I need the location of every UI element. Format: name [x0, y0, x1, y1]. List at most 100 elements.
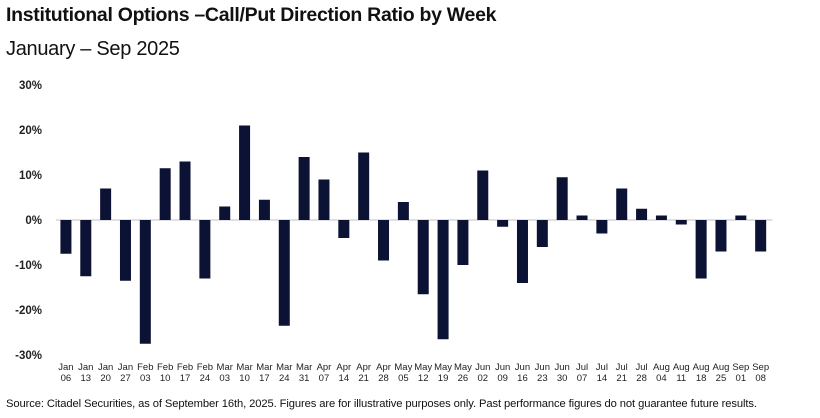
bar: [735, 215, 747, 220]
x-tick-label-month: Jan: [58, 362, 73, 373]
bar: [675, 220, 687, 225]
bar: [616, 188, 628, 220]
x-tick-label-month: Jun: [475, 362, 490, 373]
x-tick-label-day: 03: [219, 373, 230, 384]
x-tick-label-month: May: [394, 362, 412, 373]
bar: [695, 220, 707, 279]
bar: [378, 220, 390, 261]
x-tick-label-month: May: [434, 362, 452, 373]
x-tick-label-day: 24: [200, 373, 211, 384]
x-tick-label-day: 06: [61, 373, 72, 384]
x-tick-label-day: 11: [676, 373, 686, 384]
bar: [596, 220, 608, 234]
x-tick-label-month: Apr: [376, 362, 391, 373]
bar: [159, 168, 171, 220]
x-tick-label-day: 21: [616, 373, 627, 384]
x-tick-label-month: Feb: [157, 362, 173, 373]
x-tick-label-month: Jul: [616, 362, 628, 373]
y-tick-label: 10%: [19, 170, 42, 182]
x-tick-label-day: 14: [597, 373, 608, 384]
x-tick-label-month: Aug: [693, 362, 710, 373]
x-tick-label-day: 03: [140, 373, 151, 384]
bar: [715, 220, 727, 252]
x-tick-label-month: Feb: [197, 362, 213, 373]
x-tick-label-month: Jun: [515, 362, 530, 373]
bar: [139, 220, 151, 344]
x-tick-label-day: 31: [299, 373, 310, 384]
bar: [298, 157, 310, 220]
bar: [199, 220, 211, 279]
x-tick-label-month: Jan: [78, 362, 93, 373]
x-tick-label-day: 10: [160, 373, 171, 384]
x-tick-label-month: Jun: [535, 362, 550, 373]
x-tick-label-month: Jul: [635, 362, 647, 373]
y-tick-label: -10%: [15, 260, 42, 272]
x-tick-label-month: May: [414, 362, 432, 373]
bar: [516, 220, 528, 283]
x-tick-label-day: 04: [656, 373, 667, 384]
bar-chart: -30%-20%-10%0%10%20%30%Jan06Jan13Jan20Ja…: [15, 80, 773, 384]
bar: [239, 125, 251, 220]
x-tick-label-day: 12: [418, 373, 429, 384]
x-tick-label-month: Apr: [317, 362, 332, 373]
bar: [119, 220, 131, 281]
x-tick-label-day: 10: [239, 373, 250, 384]
y-tick-label: -20%: [15, 305, 42, 317]
x-tick-label-day: 20: [100, 373, 111, 384]
x-tick-label-day: 19: [438, 373, 449, 384]
x-tick-label-day: 01: [736, 373, 747, 384]
x-tick-label-day: 27: [120, 373, 131, 384]
x-tick-label-month: Jul: [596, 362, 608, 373]
y-tick-label: 0%: [25, 215, 42, 227]
x-tick-label-day: 16: [517, 373, 528, 384]
bar: [338, 220, 350, 238]
x-tick-label-month: Mar: [217, 362, 233, 373]
x-tick-label-day: 05: [398, 373, 409, 384]
bar: [358, 152, 370, 220]
bar: [457, 220, 469, 265]
x-tick-label-month: Mar: [296, 362, 312, 373]
chart-title: Institutional Options –Call/Put Directio…: [6, 4, 497, 26]
x-tick-label-month: Jul: [576, 362, 588, 373]
bar: [655, 215, 667, 220]
bar: [179, 161, 191, 220]
x-tick-label-month: Mar: [256, 362, 272, 373]
bar: [397, 202, 409, 220]
x-tick-label-month: Sep: [732, 362, 749, 373]
x-tick-label-month: Aug: [713, 362, 730, 373]
x-tick-label-day: 28: [636, 373, 647, 384]
chart-subtitle: January – Sep 2025: [6, 38, 180, 60]
x-tick-label-month: Jan: [98, 362, 113, 373]
bar: [755, 220, 767, 252]
bar: [576, 215, 588, 220]
x-tick-label-day: 08: [755, 373, 766, 384]
x-tick-label-day: 23: [537, 373, 548, 384]
x-tick-label-month: Jun: [495, 362, 510, 373]
x-tick-label-month: Sep: [752, 362, 769, 373]
x-tick-label-day: 07: [577, 373, 588, 384]
bar: [318, 179, 330, 220]
x-tick-label-month: Apr: [356, 362, 371, 373]
bar: [417, 220, 429, 295]
x-tick-label-day: 18: [696, 373, 707, 384]
bar: [437, 220, 449, 340]
bar: [80, 220, 92, 277]
x-tick-label-month: Apr: [336, 362, 351, 373]
x-tick-label-day: 26: [458, 373, 469, 384]
bar: [100, 188, 112, 220]
x-tick-label-month: Mar: [236, 362, 252, 373]
x-tick-label-day: 09: [497, 373, 508, 384]
x-tick-label-month: Feb: [177, 362, 193, 373]
x-tick-label-month: Aug: [673, 362, 690, 373]
source-note: Source: Citadel Securities, as of Septem…: [6, 398, 757, 410]
bar: [636, 208, 648, 220]
bar: [258, 199, 270, 220]
bar: [556, 177, 568, 220]
bar: [536, 220, 548, 247]
x-tick-label-day: 02: [477, 373, 488, 384]
x-tick-label-day: 24: [279, 373, 290, 384]
x-tick-label-day: 14: [339, 373, 350, 384]
x-tick-label-day: 17: [259, 373, 270, 384]
x-tick-label-month: Mar: [276, 362, 292, 373]
x-tick-label-day: 25: [716, 373, 727, 384]
